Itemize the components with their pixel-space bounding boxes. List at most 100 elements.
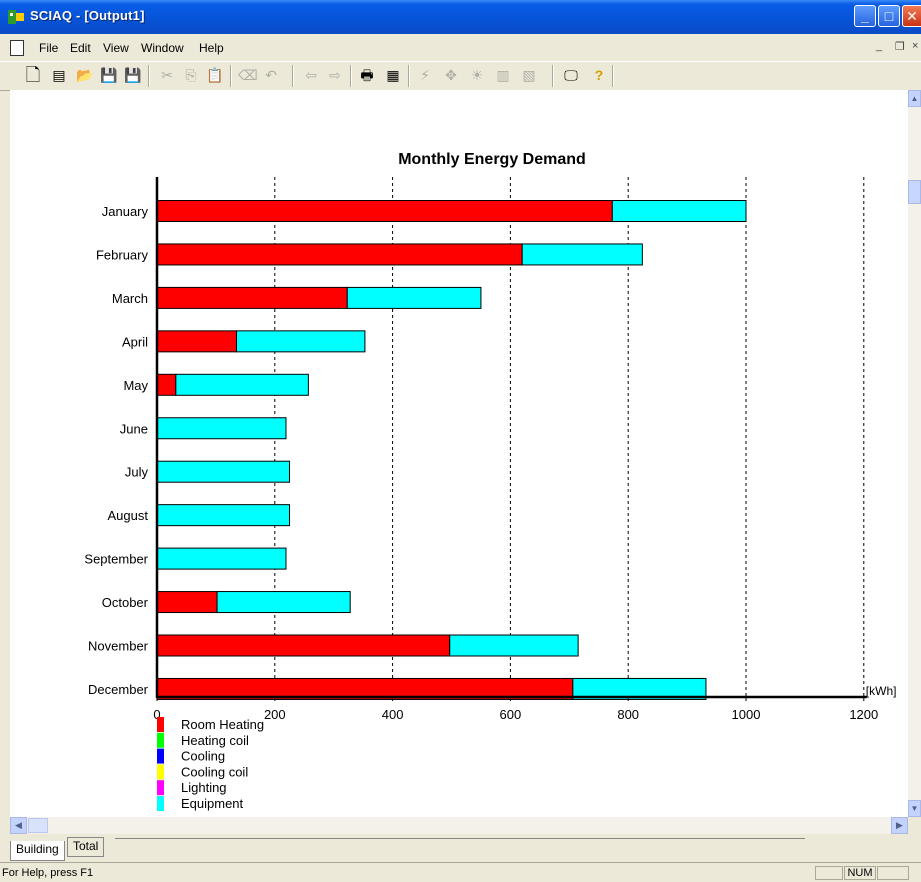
output-window: Monthly Energy Demand January February Marc… bbox=[10, 90, 908, 817]
x-tick-label: 1000 bbox=[732, 707, 761, 722]
mdi-close-button[interactable]: × bbox=[912, 40, 919, 52]
copy-icon[interactable]: ⎘ bbox=[185, 67, 197, 83]
menu-file[interactable]: File bbox=[39, 41, 59, 55]
properties-icon[interactable]: ▤ bbox=[52, 67, 66, 83]
toolbar-separator bbox=[408, 65, 410, 87]
status-bar: For Help, press F1 NUM bbox=[0, 862, 921, 882]
category-label: June bbox=[120, 421, 148, 436]
tab-total[interactable]: Total bbox=[67, 837, 105, 857]
vertical-scrollbar[interactable]: ▲ ▼ bbox=[908, 90, 921, 817]
tab-divider bbox=[115, 838, 805, 839]
bar-room-heating bbox=[156, 591, 218, 614]
calculator-icon[interactable]: ▦ bbox=[386, 67, 400, 83]
mdi-minimize-button[interactable]: _ bbox=[876, 40, 883, 52]
category-label: April bbox=[122, 334, 148, 349]
bar-room-heating bbox=[156, 200, 613, 222]
title-bar[interactable]: SCIAQ - [Output1] _ □ ✕ bbox=[0, 0, 921, 34]
scroll-right-button[interactable]: ▶ bbox=[891, 817, 908, 834]
bar-equipment bbox=[216, 591, 351, 614]
bar-equipment bbox=[346, 286, 482, 309]
building-icon[interactable]: ▥ bbox=[496, 67, 510, 83]
legend-swatch bbox=[157, 796, 164, 811]
paste-icon[interactable]: 📋 bbox=[206, 67, 224, 83]
maximize-button[interactable]: □ bbox=[878, 5, 900, 27]
legend-label: Lighting bbox=[181, 780, 227, 795]
category-label: August bbox=[108, 508, 149, 523]
menu-help[interactable]: Help bbox=[199, 41, 224, 55]
category-label: October bbox=[102, 595, 149, 610]
category-label: July bbox=[125, 465, 149, 480]
status-pane-num: NUM bbox=[844, 866, 876, 880]
bar-room-heating bbox=[156, 243, 523, 266]
bar-equipment bbox=[521, 243, 643, 266]
category-label: January bbox=[102, 204, 149, 219]
legend-swatch bbox=[157, 780, 164, 796]
back-icon[interactable]: ⇦ bbox=[305, 67, 317, 83]
bar-equipment bbox=[156, 460, 291, 483]
sun-icon[interactable]: ☀ bbox=[470, 67, 484, 83]
horizontal-scroll-thumb[interactable] bbox=[28, 818, 48, 833]
forward-icon[interactable]: ⇨ bbox=[329, 67, 341, 83]
crosshair-icon[interactable]: ✥ bbox=[445, 67, 457, 83]
toolbar-separator bbox=[230, 65, 232, 87]
x-tick-label: 400 bbox=[382, 707, 404, 722]
category-label: December bbox=[88, 682, 149, 697]
vertical-scroll-thumb[interactable] bbox=[908, 180, 921, 204]
legend-swatch bbox=[157, 717, 164, 732]
bar-equipment bbox=[175, 373, 309, 396]
x-tick-label: 200 bbox=[264, 707, 286, 722]
category-label: November bbox=[88, 639, 149, 654]
grid-icon[interactable]: ▧ bbox=[522, 67, 536, 83]
menu-view[interactable]: View bbox=[103, 41, 129, 55]
menu-edit[interactable]: Edit bbox=[70, 41, 91, 55]
help-icon[interactable]: ? bbox=[594, 67, 604, 83]
menu-window[interactable]: Window bbox=[141, 41, 184, 55]
x-tick-label: 600 bbox=[500, 707, 522, 722]
x-tick-label: 1200 bbox=[849, 707, 878, 722]
bar-equipment bbox=[156, 417, 287, 440]
new-document-icon[interactable]: 🗋 bbox=[25, 65, 41, 85]
scroll-up-button[interactable]: ▲ bbox=[908, 90, 921, 107]
status-pane-scroll bbox=[877, 866, 909, 880]
legend-swatch bbox=[157, 732, 164, 748]
menu-bar: File Edit View Window Help _ ❐ × bbox=[0, 39, 921, 59]
scroll-down-button[interactable]: ▼ bbox=[908, 800, 921, 817]
bar-equipment bbox=[156, 504, 291, 527]
save-icon[interactable]: 💾 bbox=[100, 67, 118, 83]
toolbar-separator bbox=[148, 65, 150, 87]
legend-label: Cooling bbox=[181, 749, 225, 764]
cut-icon[interactable]: ✂ bbox=[161, 67, 173, 83]
category-label: March bbox=[112, 291, 148, 306]
document-icon[interactable] bbox=[10, 40, 24, 56]
chart-title: Monthly Energy Demand bbox=[398, 151, 586, 168]
toolbar-separator bbox=[350, 65, 352, 87]
horizontal-scrollbar[interactable]: ◀ ▶ bbox=[10, 817, 908, 834]
legend-label: Room Heating bbox=[181, 717, 264, 732]
legend-swatch bbox=[157, 748, 164, 764]
x-tick-label: 800 bbox=[617, 707, 639, 722]
bar-equipment bbox=[572, 677, 707, 700]
legend-label: Equipment bbox=[181, 796, 244, 811]
save-as-icon[interactable]: 💾 bbox=[124, 67, 142, 83]
bar-room-heating bbox=[156, 286, 348, 309]
bar-room-heating bbox=[156, 634, 451, 657]
x-axis-label: [kWh] bbox=[866, 684, 897, 698]
toolbar-separator bbox=[292, 65, 294, 87]
bar-equipment bbox=[236, 330, 366, 353]
print-icon[interactable]: 🖶 bbox=[360, 67, 374, 83]
tab-building[interactable]: Building bbox=[10, 841, 65, 861]
undo-icon[interactable]: ↶ bbox=[265, 67, 277, 83]
monitor-icon[interactable]: 🖵 bbox=[564, 67, 578, 83]
lightning-icon[interactable]: ⚡ bbox=[420, 67, 430, 83]
bar-equipment bbox=[156, 547, 287, 570]
close-button[interactable]: ✕ bbox=[902, 5, 921, 27]
mdi-restore-button[interactable]: ❐ bbox=[895, 41, 905, 53]
open-folder-icon[interactable]: 📂 bbox=[76, 67, 94, 83]
monthly-energy-chart: Monthly Energy Demand January February Marc… bbox=[84, 151, 897, 811]
scroll-left-button[interactable]: ◀ bbox=[10, 817, 27, 834]
minimize-button[interactable]: _ bbox=[854, 5, 876, 27]
toolbar-separator bbox=[552, 65, 554, 87]
clear-icon[interactable]: ⌫ bbox=[238, 67, 258, 83]
toolbar-separator bbox=[612, 65, 614, 87]
bar-equipment bbox=[611, 200, 747, 222]
